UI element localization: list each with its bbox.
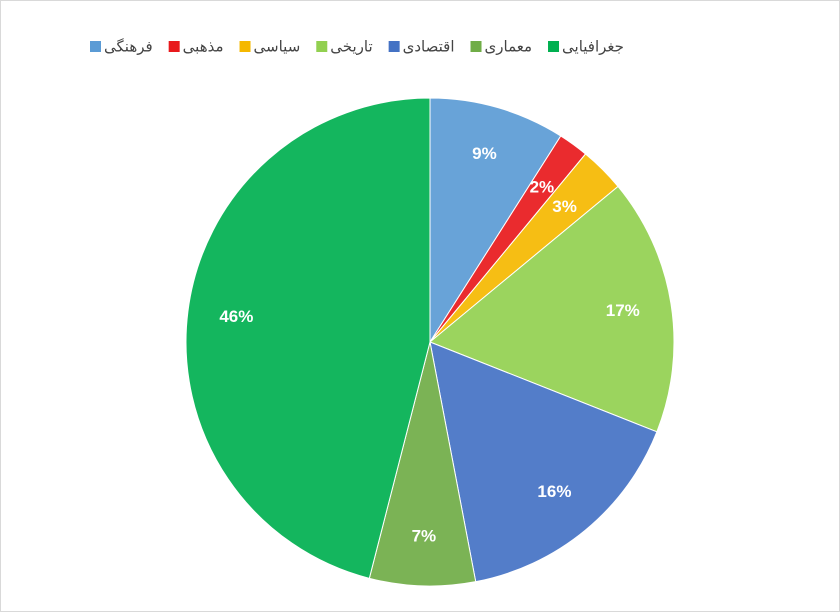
data-label: 17% <box>606 301 640 320</box>
legend-swatch <box>548 41 559 52</box>
data-label: 16% <box>537 482 571 501</box>
legend-swatch <box>169 41 180 52</box>
legend-swatch <box>90 41 101 52</box>
legend-label: سیاسی <box>254 38 301 56</box>
legend-label: اقتصادی <box>403 38 455 56</box>
legend-label: مذهبی <box>183 38 224 56</box>
legend-label: تاریخی <box>330 38 372 56</box>
data-label: 3% <box>552 197 577 216</box>
data-label: 46% <box>219 307 253 326</box>
legend-swatch <box>316 41 327 52</box>
data-label: 9% <box>472 144 497 163</box>
legend-label: فرهنگی <box>104 38 153 56</box>
chart: 9% 2%3% 17% 16% 7% 46% فرهنگی مذهبی سیاسی تاریخی ا… <box>0 0 840 612</box>
legend-swatch <box>471 41 482 52</box>
data-label: 2% <box>530 178 555 197</box>
legend-label: معماری <box>485 38 533 56</box>
legend-label: جغرافیایی <box>562 38 624 56</box>
data-label: 7% <box>412 527 437 546</box>
legend-swatch <box>240 41 251 52</box>
legend-swatch <box>389 41 400 52</box>
